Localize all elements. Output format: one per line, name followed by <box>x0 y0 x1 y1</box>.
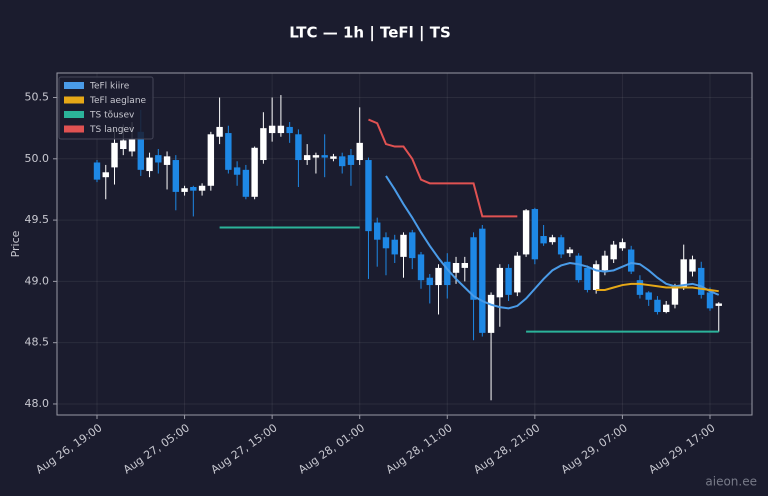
candle-body <box>216 126 223 137</box>
candle-body <box>251 147 258 197</box>
candle-body <box>277 125 285 134</box>
candle-body <box>601 255 609 271</box>
candle-body <box>120 140 127 149</box>
candle-body <box>627 249 635 272</box>
candle-body <box>155 155 162 163</box>
candle-body <box>93 162 101 180</box>
candle-body <box>338 156 346 167</box>
legend-label: TeFl kiire <box>89 82 130 92</box>
candle-body <box>417 254 425 281</box>
candle-body <box>435 267 442 286</box>
y-tick-label: 49.0 <box>25 274 50 287</box>
candle-body <box>487 294 495 333</box>
candle-body <box>461 263 468 268</box>
candle-body <box>715 303 722 306</box>
candle-body <box>312 155 320 158</box>
y-tick-label: 49.5 <box>25 213 50 226</box>
legend-swatch <box>64 125 84 133</box>
candle-body <box>374 222 381 240</box>
legend-swatch <box>64 82 84 89</box>
legend-swatch <box>64 96 84 104</box>
candle-body <box>102 172 109 178</box>
watermark: aieon.ee <box>705 475 757 489</box>
candle-body <box>233 167 241 175</box>
y-axis-label: Price <box>9 230 22 257</box>
candle-body <box>592 264 600 290</box>
overlay-line <box>368 118 518 218</box>
candle-body <box>452 263 460 273</box>
candle-body <box>242 169 250 197</box>
candle-body <box>514 255 521 293</box>
candle-body <box>671 286 679 305</box>
candle-body <box>137 131 144 170</box>
candle-body <box>391 239 398 255</box>
plot-frame <box>56 72 753 416</box>
candle-body <box>522 210 530 255</box>
candle-body <box>496 267 504 298</box>
candle-body <box>706 292 714 309</box>
candle-body <box>619 242 626 249</box>
candle-body <box>584 267 591 290</box>
candle-body <box>172 160 180 192</box>
candle-body <box>225 133 232 170</box>
overlay-line <box>596 282 719 293</box>
candle-body <box>540 236 547 244</box>
candle-body <box>645 292 652 300</box>
y-tick-label: 50.5 <box>25 91 50 104</box>
legend-label: TeFl aeglane <box>89 96 147 106</box>
legend-label: TS tõusev <box>89 111 135 121</box>
candle-body <box>470 237 477 300</box>
y-tick-label: 48.5 <box>25 336 50 349</box>
candle-body <box>128 139 136 152</box>
candle-body <box>610 244 617 260</box>
candle-body <box>286 126 293 134</box>
candle-body <box>347 155 355 165</box>
candle-body <box>146 157 153 172</box>
candle-body <box>409 232 416 259</box>
candle-body <box>382 237 390 249</box>
candle-body <box>557 237 565 255</box>
candle-body <box>426 277 433 286</box>
candle-body <box>444 261 451 286</box>
candle-body <box>549 237 556 243</box>
legend-swatch <box>64 111 84 118</box>
candle-body <box>303 155 311 161</box>
candle-body <box>198 185 206 191</box>
candle-body <box>689 259 696 272</box>
candle-body <box>268 125 276 134</box>
legend-box <box>58 76 154 140</box>
candle-body <box>321 155 328 158</box>
candle-body <box>680 259 687 288</box>
candle-body <box>181 188 188 192</box>
candle-body <box>111 142 118 168</box>
candle-body <box>698 267 705 295</box>
candle-body <box>163 156 171 165</box>
y-tick-label: 50.0 <box>25 152 50 165</box>
overlay-line <box>385 175 720 310</box>
candle-body <box>575 255 582 281</box>
candle-body <box>663 304 670 313</box>
candle-body <box>356 142 363 161</box>
candle-body <box>654 299 661 313</box>
candle-body <box>207 134 215 186</box>
candle-body <box>400 234 407 257</box>
candle-body <box>260 128 267 161</box>
candle-body <box>479 228 486 333</box>
candle-body <box>190 187 197 191</box>
candle-body <box>531 209 539 260</box>
candle-body <box>566 249 574 254</box>
candle-body <box>330 156 337 159</box>
candle-body <box>505 267 512 295</box>
candle-body <box>295 134 302 161</box>
y-tick-label: 48.0 <box>25 397 50 410</box>
candle-body <box>636 280 644 295</box>
legend: TeFl kiire TeFl aeglane TS tõusev TS langev <box>58 76 154 140</box>
candle-body <box>365 160 372 232</box>
chart-title: LTC — 1h | TeFl | TS <box>289 24 451 43</box>
legend-label: TS langev <box>89 125 135 135</box>
